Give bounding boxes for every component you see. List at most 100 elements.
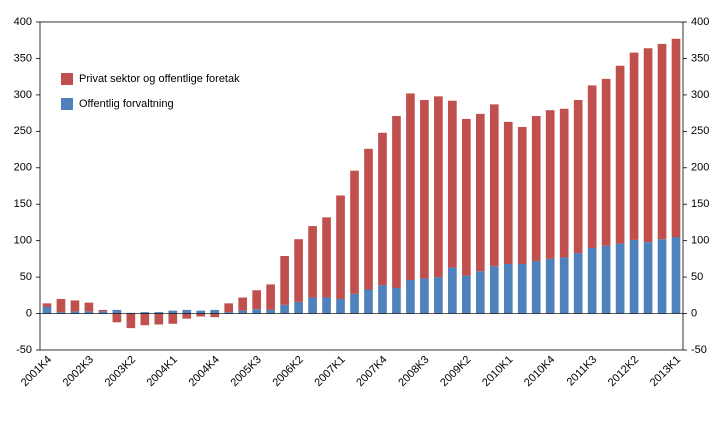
bar-segment xyxy=(238,297,248,311)
bar-segment xyxy=(56,298,66,313)
bar-segment xyxy=(573,99,583,254)
bar-segment xyxy=(559,257,569,314)
y-tick-label: 150 xyxy=(14,198,32,210)
bar-segment xyxy=(587,247,597,314)
y-tick-label: 0 xyxy=(26,307,32,319)
bar-segment xyxy=(475,271,485,314)
bar-segment xyxy=(154,313,164,325)
bar-segment xyxy=(364,289,373,314)
bar-segment xyxy=(126,312,136,314)
x-tick-label: 2005K3 xyxy=(229,354,264,389)
bar-segment xyxy=(420,99,429,279)
bar-segment xyxy=(280,255,289,305)
bar-segment xyxy=(448,100,457,268)
legend-label: Privat sektor og offentlige foretak xyxy=(79,73,240,85)
bar-segment xyxy=(210,313,220,318)
bar-segment xyxy=(364,148,373,290)
x-tick-label: 2011K3 xyxy=(565,354,600,389)
bar-segment xyxy=(462,118,471,276)
x-tick-label: 2006K2 xyxy=(270,354,305,389)
bar-segment xyxy=(392,288,401,314)
legend-label: Offentlig forvaltning xyxy=(79,98,174,110)
bar-segment xyxy=(378,132,387,286)
bar-segment xyxy=(545,110,555,259)
bar-segment xyxy=(392,116,401,289)
bar-segment xyxy=(294,301,303,314)
y-tick-label: 100 xyxy=(14,235,32,247)
bar-segment xyxy=(308,226,317,298)
bar-segment xyxy=(503,263,513,314)
bar-segment xyxy=(238,310,248,314)
y2-tick-label: 350 xyxy=(691,52,709,64)
bar-segment xyxy=(573,253,583,314)
y2-tick-label: 0 xyxy=(691,307,697,319)
y2-tick-label: 200 xyxy=(691,162,709,174)
bar-segment xyxy=(434,96,443,278)
bar-segment xyxy=(657,43,667,240)
x-tick-label: 2003K2 xyxy=(103,354,138,389)
bar-segment xyxy=(378,285,387,314)
bar-segment xyxy=(448,267,457,314)
bar-segment xyxy=(224,312,234,314)
x-tick-label: 2007K1 xyxy=(312,354,347,389)
y-tick-label: -50 xyxy=(16,344,32,356)
y2-tick-label: 50 xyxy=(691,271,703,283)
bar-segment xyxy=(42,303,52,307)
bar-segment xyxy=(434,277,443,314)
bar-segment xyxy=(531,261,541,314)
bar-segment xyxy=(587,85,597,248)
bar-segment xyxy=(196,310,206,314)
y2-tick-label: 300 xyxy=(691,89,709,101)
bar-segment xyxy=(350,293,359,314)
bar-segment xyxy=(154,312,164,314)
bar-segment xyxy=(336,298,345,314)
bar-segment xyxy=(420,278,429,314)
bar-segment xyxy=(294,239,303,302)
x-tick-label: 2010K4 xyxy=(522,354,557,389)
bar-segment xyxy=(266,309,275,314)
bar-segment xyxy=(98,311,108,314)
bar-segment xyxy=(657,239,667,314)
bar-segment xyxy=(308,297,317,314)
bar-segment xyxy=(42,306,52,314)
x-tick-label: 2002K3 xyxy=(61,354,96,389)
bar-segment xyxy=(70,300,80,312)
bar-segment xyxy=(70,311,80,314)
y-tick-label: 350 xyxy=(14,52,32,64)
bar-segment xyxy=(182,309,192,314)
bar-segment xyxy=(350,170,359,294)
y-tick-label: 250 xyxy=(14,125,32,137)
bar-segment xyxy=(252,290,261,310)
bar-segment xyxy=(406,93,415,281)
plot-frame xyxy=(39,21,684,351)
y-tick-label: 50 xyxy=(20,271,32,283)
bar-segment xyxy=(615,243,625,314)
y2-tick-label: 400 xyxy=(691,16,709,28)
y-tick-label: 300 xyxy=(14,89,32,101)
bar-segment xyxy=(475,113,485,272)
bar-segment xyxy=(517,126,527,264)
y2-tick-label: -50 xyxy=(691,344,707,356)
x-tick-label: 2013K1 xyxy=(648,354,683,389)
y-tick-label: 400 xyxy=(14,16,32,28)
bar-segment xyxy=(210,309,220,314)
y2-tick-label: 150 xyxy=(691,198,709,210)
y2-tick-label: 100 xyxy=(691,235,709,247)
bar-segment xyxy=(601,245,611,314)
bar-segment xyxy=(489,104,499,267)
bar-segment xyxy=(336,195,345,299)
bar-segment xyxy=(629,52,639,240)
x-tick-label: 2010K1 xyxy=(480,354,515,389)
bar-segment xyxy=(322,217,331,298)
bar-segment xyxy=(168,310,178,314)
x-tick-label: 2001K4 xyxy=(19,354,54,389)
x-tick-label: 2008K3 xyxy=(396,354,431,389)
bar-segment xyxy=(462,275,471,314)
bar-segment xyxy=(643,242,653,314)
bar-segment xyxy=(629,239,639,314)
legend-swatch xyxy=(61,73,73,85)
bar-segment xyxy=(140,312,150,314)
bar-segment xyxy=(196,313,206,317)
